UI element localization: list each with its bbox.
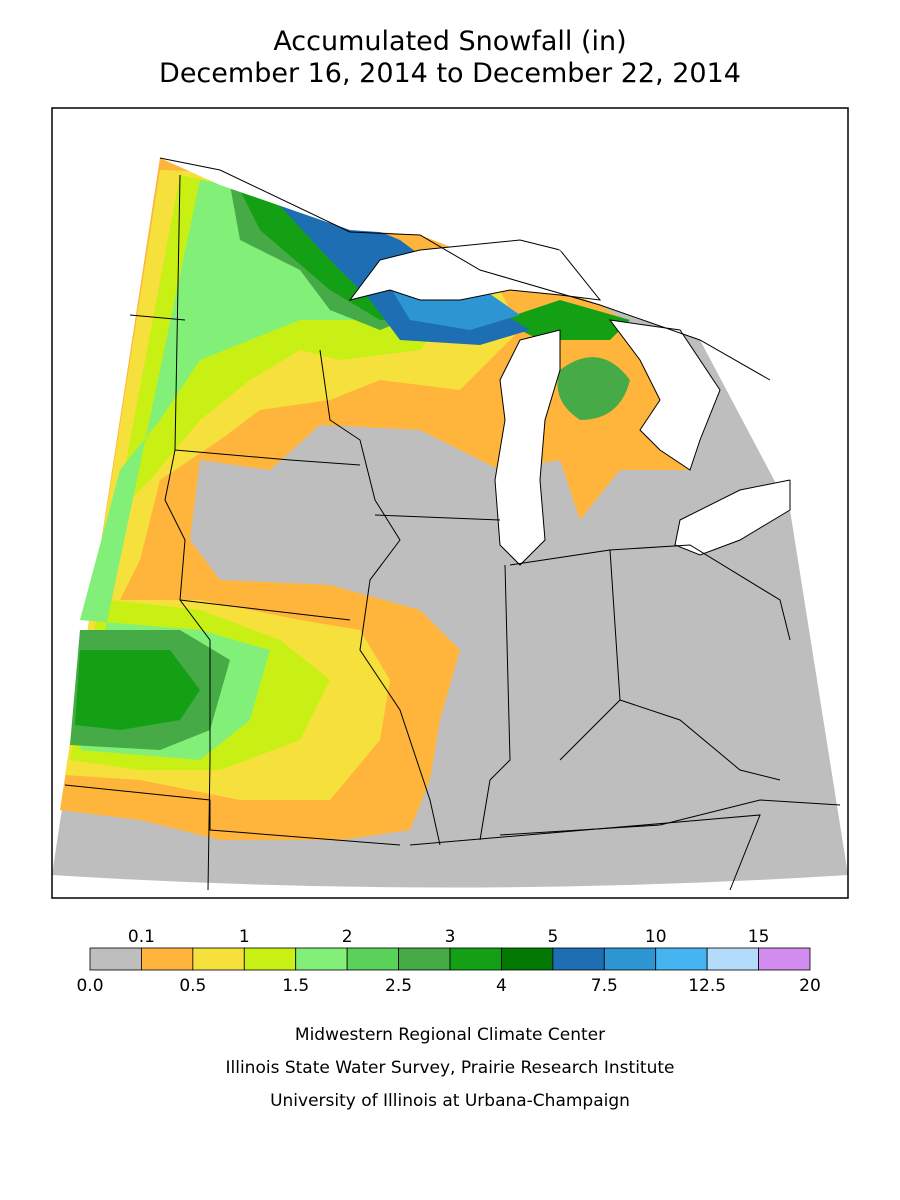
lake-erie — [674, 479, 791, 556]
legend-swatch — [501, 947, 554, 971]
legend-label: 2 — [342, 927, 353, 947]
legend-label: 10 — [645, 927, 667, 947]
map-subtitle: December 16, 2014 to December 22, 2014 — [159, 58, 741, 89]
legend-label: 1 — [239, 927, 250, 947]
legend-label: 3 — [445, 927, 456, 947]
legend-swatch — [346, 947, 399, 971]
legend-swatch — [655, 947, 708, 971]
canada-land — [52, 108, 848, 480]
legend-swatch — [449, 947, 502, 971]
legend-label: 1.5 — [282, 976, 309, 996]
legend-swatch — [552, 947, 605, 971]
legend-swatch — [141, 947, 194, 971]
legend-label: 0.5 — [179, 976, 206, 996]
legend-label: 20 — [799, 976, 821, 996]
legend: 0.0 0.1 0.5 1 1.5 2 2.5 3 4 5 7.5 10 12.5 15 20 — [76, 927, 820, 996]
lake-superior — [348, 239, 602, 301]
legend-label: 15 — [748, 927, 770, 947]
legend-swatch — [89, 947, 142, 971]
legend-swatch — [398, 947, 451, 971]
band-green — [80, 180, 440, 760]
state-boundaries — [64, 157, 841, 891]
credit-line: University of Illinois at Urbana-Champai… — [270, 1091, 630, 1111]
band-lightgreen — [70, 175, 460, 770]
map-frame — [51, 107, 849, 899]
legend-label: 5 — [547, 927, 558, 947]
legend-swatch — [758, 947, 811, 971]
legend-swatch — [192, 947, 245, 971]
lake-huron — [608, 319, 721, 471]
credit-line: Midwestern Regional Climate Center — [295, 1025, 605, 1045]
legend-swatch — [243, 947, 297, 971]
lake-michigan — [494, 329, 561, 566]
credit-line: Illinois State Water Survey, Prairie Res… — [226, 1058, 675, 1078]
legend-label: 12.5 — [688, 976, 726, 996]
legend-label: 2.5 — [385, 976, 412, 996]
legend-label: 7.5 — [591, 976, 618, 996]
legend-label: 4 — [496, 976, 507, 996]
legend-swatch — [603, 947, 657, 971]
legend-swatch — [295, 947, 348, 971]
map-title: Accumulated Snowfall (in) — [273, 26, 626, 57]
legend-label: 0.0 — [76, 976, 103, 996]
map — [51, 107, 849, 899]
legend-swatch — [706, 947, 759, 971]
legend-label: 0.1 — [128, 927, 155, 947]
